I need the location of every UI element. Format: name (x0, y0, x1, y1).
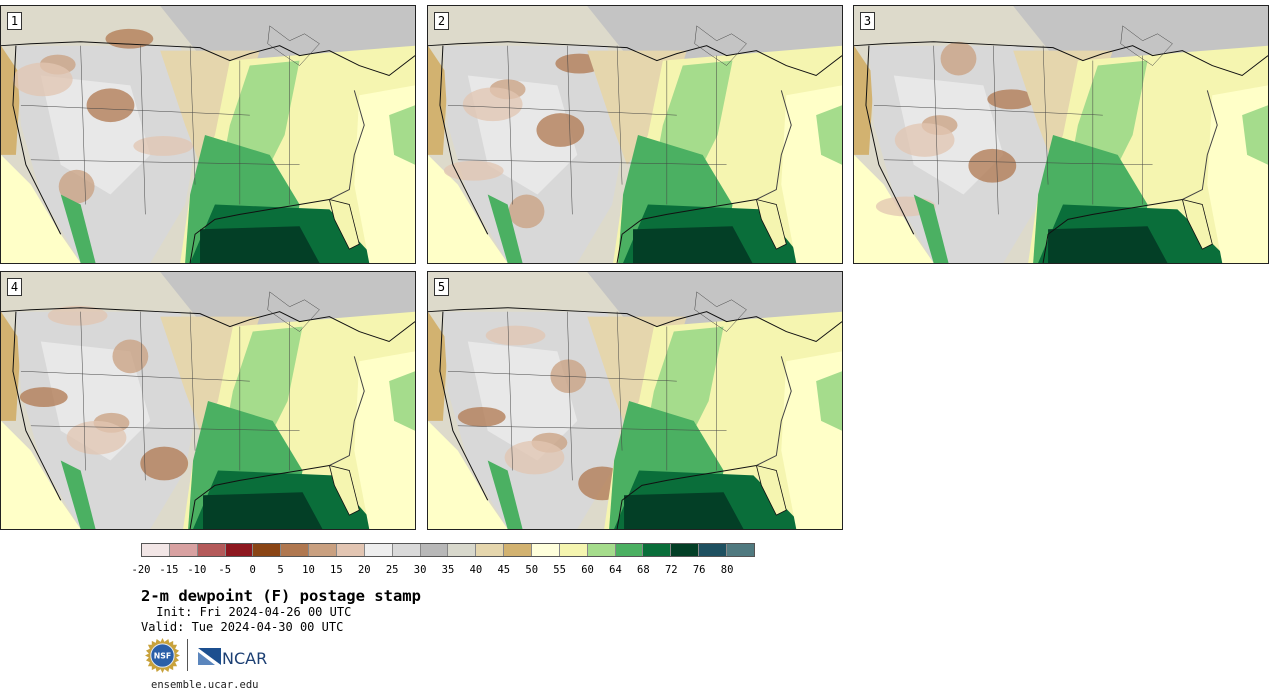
colorbar-swatch (142, 544, 170, 556)
colorbar-tick-label: 0 (249, 564, 256, 576)
member-number-label: 2 (434, 12, 449, 30)
colorbar-swatch (559, 544, 588, 556)
logo-row: NSF NCAR (145, 637, 275, 675)
valid-time-label: Valid: Tue 2024-04-30 00 UTC (141, 620, 344, 634)
colorbar-tick-label: -5 (218, 564, 232, 576)
dewpoint-map (1, 6, 415, 263)
init-time-label: Init: Fri 2024-04-26 00 UTC (149, 605, 352, 619)
member-number-label: 3 (860, 12, 875, 30)
colorbar-swatch (225, 544, 254, 556)
colorbar-swatch (532, 544, 560, 556)
nsf-logo-text: NSF (154, 651, 171, 660)
colorbar-tick-labels: -20 -15 -10 -5 0 5 10 15 20 25 30 35 40 45 50 55 60 64 68 7… (132, 564, 755, 578)
colorbar-swatch (615, 544, 644, 556)
colorbar-swatch (476, 544, 505, 556)
nsf-logo-icon: NSF (145, 638, 180, 673)
colorbar-swatch (671, 544, 700, 556)
member-number-label: 4 (7, 278, 22, 296)
colorbar-tick-label: -10 (187, 564, 207, 576)
colorbar-tick-label: 35 (441, 564, 455, 576)
dewpoint-colorbar (141, 543, 755, 557)
colorbar-swatch (364, 544, 393, 556)
ncar-logo-icon: NCAR (198, 648, 267, 668)
colorbar-tick-label: 15 (330, 564, 343, 576)
colorbar-tick-label: 64 (609, 564, 622, 576)
colorbar-tick-label: 5 (277, 564, 284, 576)
colorbar-tick-label: 80 (720, 564, 734, 576)
colorbar-swatch (420, 544, 449, 556)
colorbar-swatch (392, 544, 421, 556)
colorbar-tick-label: 72 (664, 564, 678, 576)
colorbar-swatch (169, 544, 198, 556)
stamp-panel-2: 2 (427, 5, 843, 264)
colorbar-swatch (699, 544, 728, 556)
ncar-logo-text: NCAR (222, 649, 267, 668)
colorbar-swatch (309, 544, 338, 556)
colorbar-swatch (337, 544, 365, 556)
colorbar-swatch (253, 544, 282, 556)
colorbar-tick-label: 50 (525, 564, 539, 576)
colorbar-swatch (197, 544, 226, 556)
stamp-panel-5: 5 (427, 271, 843, 530)
colorbar-tick-label: 45 (497, 564, 511, 576)
colorbar-tick-label: 55 (553, 564, 566, 576)
member-number-label: 1 (7, 12, 22, 30)
stamp-panel-1: 1 (0, 5, 416, 264)
colorbar-swatch (281, 544, 310, 556)
stamp-panel-3: 3 (853, 5, 1269, 264)
logo-divider (187, 639, 188, 671)
colorbar-swatch (643, 544, 672, 556)
dewpoint-map (854, 6, 1268, 263)
colorbar-tick-label: 40 (469, 564, 483, 576)
dewpoint-map (428, 272, 842, 529)
website-url: ensemble.ucar.edu (151, 679, 259, 691)
chart-title: 2-m dewpoint (F) postage stamp (141, 587, 421, 605)
colorbar-tick-label: -20 (131, 564, 151, 576)
colorbar-tick-label: 76 (692, 564, 706, 576)
colorbar-tick-label: 25 (385, 564, 399, 576)
colorbar-tick-label: 68 (637, 564, 650, 576)
colorbar-tick-label: 60 (581, 564, 594, 576)
dewpoint-map (428, 6, 842, 263)
colorbar-tick-label: 10 (302, 564, 315, 576)
colorbar-tick-label: -15 (159, 564, 179, 576)
dewpoint-map (1, 272, 415, 529)
colorbar-swatch (504, 544, 533, 556)
colorbar-swatch (727, 544, 754, 556)
stamp-panel-4: 4 (0, 271, 416, 530)
colorbar-swatch (587, 544, 616, 556)
colorbar-swatch (448, 544, 477, 556)
colorbar-tick-label: 30 (413, 564, 427, 576)
member-number-label: 5 (434, 278, 449, 296)
colorbar-tick-label: 20 (357, 564, 371, 576)
